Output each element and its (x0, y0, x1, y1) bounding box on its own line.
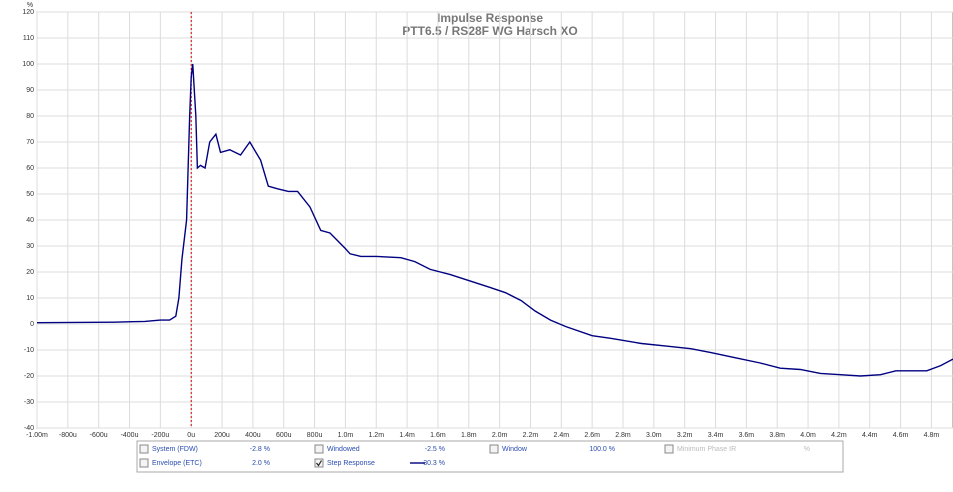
x-tick-label: 4.2m (831, 432, 847, 439)
checkmark (316, 460, 323, 467)
x-tick-label: 4.8m (924, 432, 940, 439)
control-value: % (804, 446, 810, 453)
x-tick-label: 4.4m (862, 432, 878, 439)
x-tick-label: 3.2m (677, 432, 693, 439)
x-tick-label: 0u (187, 432, 195, 439)
x-tick-label: 2.2m (523, 432, 539, 439)
x-tick-label: 800u (307, 432, 323, 439)
y-tick-label: 30 (26, 243, 34, 250)
y-tick-label: 120 (22, 9, 34, 16)
checkbox[interactable] (314, 444, 324, 454)
x-tick-label: 400u (245, 432, 261, 439)
x-tick-label: 200u (214, 432, 230, 439)
control-label: Windowed (327, 446, 360, 453)
control-value: 2.0 % (252, 460, 270, 467)
x-tick-label: 600u (276, 432, 292, 439)
series-line (36, 63, 953, 377)
x-tick-label: 3.6m (739, 432, 755, 439)
y-tick-label: 80 (26, 113, 34, 120)
y-tick-label: 60 (26, 165, 34, 172)
y-tick-label: 110 (23, 35, 34, 42)
y-unit: % (27, 2, 33, 9)
control-value: -2.5 % (425, 446, 445, 453)
y-tick-label: 20 (26, 269, 34, 276)
y-tick-label: 90 (26, 87, 34, 94)
control-value: 100.0 % (589, 446, 615, 453)
control-label: Envelope (ETC) (152, 460, 202, 467)
x-tick-label: -400u (121, 432, 139, 439)
y-tick-label: -20 (24, 373, 34, 380)
x-tick-label: 3.8m (769, 432, 785, 439)
y-tick-label: 10 (26, 295, 34, 302)
y-tick-label: -30 (24, 399, 34, 406)
chart-subtitle: PTT6.5 / RS28F WG Harsch XO (402, 24, 577, 38)
y-tick-label: 40 (26, 217, 34, 224)
x-tick-label: 2.8m (615, 432, 631, 439)
checkbox[interactable] (314, 458, 324, 468)
x-tick-label: 1.0m (338, 432, 354, 439)
x-tick-label: -200u (151, 432, 169, 439)
x-tick-label: 1.6m (430, 432, 446, 439)
control-value: -2.8 % (250, 446, 270, 453)
control-label: Minimum Phase IR (677, 446, 736, 453)
y-tick-label: 50 (26, 191, 34, 198)
x-tick-label: 1.2m (368, 432, 384, 439)
checkbox[interactable] (139, 444, 149, 454)
y-tick-label: 100 (22, 61, 34, 68)
y-tick-label: -40 (24, 425, 34, 432)
x-tick-label: 4.6m (893, 432, 909, 439)
checkbox[interactable] (139, 458, 149, 468)
x-tick-label: -1.00m (26, 432, 48, 439)
x-tick-label: -800u (59, 432, 77, 439)
control-label: Window (502, 446, 528, 453)
y-tick-label: 70 (26, 139, 34, 146)
x-tick-label: -600u (90, 432, 108, 439)
checkbox[interactable] (489, 444, 499, 454)
x-tick-label: 2.6m (584, 432, 600, 439)
control-value: 30.3 % (423, 460, 445, 467)
y-tick-label: -10 (24, 347, 34, 354)
x-tick-label: 2.0m (492, 432, 508, 439)
x-tick-label: 1.4m (399, 432, 415, 439)
checkbox (664, 444, 674, 454)
chart-title: Impulse Response (437, 11, 543, 25)
x-tick-label: 3.4m (708, 432, 724, 439)
x-tick-label: 2.4m (554, 432, 570, 439)
x-tick-label: 1.8m (461, 432, 477, 439)
control-label: System (FDW) (152, 446, 198, 453)
control-label: Step Response (327, 460, 375, 467)
x-tick-label: 4.0m (800, 432, 816, 439)
y-tick-label: 0 (30, 321, 34, 328)
x-tick-label: 3.0m (646, 432, 662, 439)
